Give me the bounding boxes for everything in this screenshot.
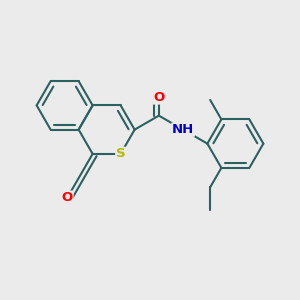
Text: S: S xyxy=(116,147,125,161)
Text: O: O xyxy=(153,91,164,104)
Text: NH: NH xyxy=(172,123,194,136)
Text: O: O xyxy=(62,191,73,204)
